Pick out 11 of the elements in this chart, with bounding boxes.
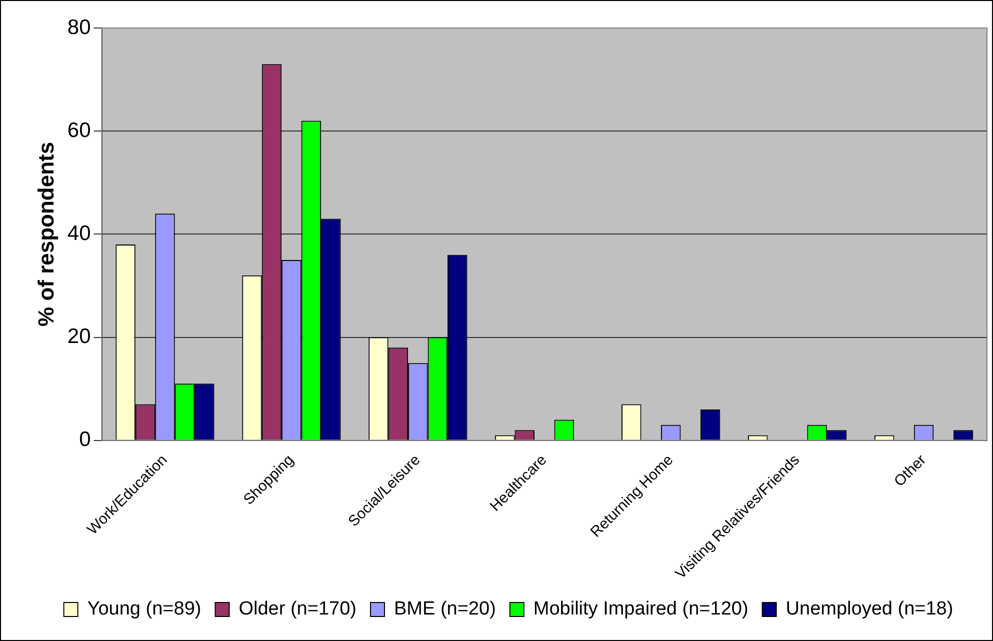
y-tick-label: 20 <box>67 325 91 348</box>
y-tick-label: 0 <box>79 428 91 452</box>
y-axis-title: % of respondents <box>33 142 58 326</box>
legend-label: BME (n=20) <box>394 598 496 620</box>
legend-label: Young (n=89) <box>87 598 202 620</box>
y-tick-label: 40 <box>67 222 91 245</box>
y-tick-label: 60 <box>67 118 91 142</box>
legend-label: Unemployed (n=18) <box>786 598 954 620</box>
y-tick-label: 80 <box>67 16 91 39</box>
legend-label: Older (n=170) <box>238 598 356 620</box>
legend-label: Mobility Impaired (n=120) <box>533 598 748 620</box>
